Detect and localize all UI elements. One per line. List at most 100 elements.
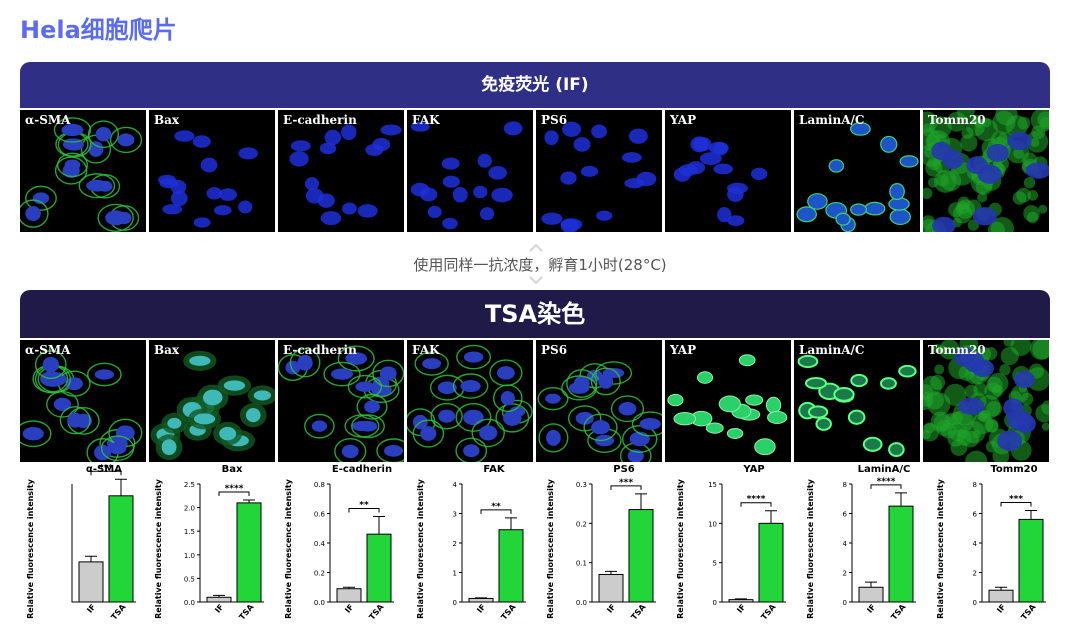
y-tick-label: 1 [453,570,457,578]
if-image-row: α-SMA Bax E-cadherin FAK PS6 YAP LaminA/C Tomm2… [20,110,1050,232]
bar-if [468,597,494,603]
if_section-tile: Bax [149,110,275,232]
x-tick-label: IF [343,603,355,615]
y-tick-label: 4 [453,481,458,489]
bar-tsa [628,509,654,603]
significance-label: ** [491,502,501,512]
tile-label: PS6 [541,113,568,127]
tile-label: YAP [670,343,697,357]
y-tick-label: 5 [713,560,717,568]
bar-chart: YAP Relative fluorescence intensity 0 5 10 15… [670,462,798,624]
x-tick-label: IF [865,603,877,615]
bar-tsa [888,505,914,603]
bar-if [336,588,362,603]
separator: 使用同样一抗浓度，孵育1小时(28°C) [0,240,1080,288]
chart-row: α-SMA Relative fluorescence intensity IF TS… [20,462,1060,624]
tsa_section-tile: α-SMA [20,340,146,462]
y-tick-label: 2 [843,570,847,578]
tile-label: YAP [670,113,697,127]
error-bar [243,499,255,503]
y-tick-label: 8 [973,481,977,489]
tsa_section-tile: Tomm20 [923,340,1049,462]
significance-bracket [610,485,642,490]
bar-tsa [236,502,262,603]
chart-title: Bax [222,464,243,475]
y-axis-label: Relative fluorescence intensity [546,478,555,619]
significance-bracket [870,484,902,489]
micrograph-image [537,361,662,462]
y-tick-label: 2 [453,540,457,548]
y-tick-label: 1.0 [184,552,195,560]
x-tick-label: TSA [499,602,518,622]
significance-bracket [348,507,380,513]
y-tick-label: 0 [713,599,717,607]
y-tick-label: 2.5 [184,481,195,489]
micrograph-image [797,354,917,458]
significance-label: *** [1009,495,1023,505]
significance-label: ** [359,500,369,510]
x-tick-label: TSA [109,602,128,622]
error-bar [735,598,747,600]
y-tick-label: 8 [843,481,847,489]
bar-if [858,586,884,603]
x-tick-label: IF [605,603,617,615]
y-tick-label: 0.1 [576,560,587,568]
y-tick-label: 10 [708,520,717,528]
tile-label: Tomm20 [928,343,986,357]
error-bar [895,492,907,507]
tile-label: PS6 [541,343,568,357]
y-tick-label: 2 [973,570,977,578]
x-tick-label: TSA [237,602,256,622]
bar-chart: Tomm20 Relative fluorescence intensity 0 2 4… [930,462,1058,624]
bar-tsa [108,495,134,603]
error-bar [475,597,487,599]
x-tick-label: IF [85,603,97,615]
tile-label: Bax [154,343,180,357]
micrograph-image [278,345,404,462]
y-axis-label: Relative fluorescence intensity [416,478,425,619]
chart-title: α-SMA [86,464,122,475]
x-tick-label: TSA [367,602,386,622]
y-tick-label: 0.0 [576,599,587,607]
tile-label: FAK [412,343,440,357]
y-axis-label: Relative fluorescence intensity [676,478,685,619]
bar-tsa [498,529,524,603]
y-axis-label: Relative fluorescence intensity [26,478,35,619]
tile-label: α-SMA [25,113,71,127]
y-axis-label: Relative fluorescence intensity [284,478,293,619]
bar-chart: LaminA/C Relative fluorescence intensity 0… [800,462,928,624]
bar-chart: α-SMA Relative fluorescence intensity IF TS… [20,462,148,624]
tile-label: α-SMA [25,343,71,357]
if_section-tile: FAK [407,110,533,232]
x-tick-label: TSA [759,602,778,622]
y-tick-label: 4 [843,540,848,548]
error-bar [865,581,877,588]
x-tick-label: TSA [629,602,648,622]
y-tick-label: 4 [973,540,978,548]
significance-bracket [740,502,772,507]
bar-if [598,573,624,603]
if_section-tile: Tomm20 [923,110,1049,232]
page-title: Hela细胞爬片 [20,16,177,44]
chart-title: E-cadherin [332,464,392,475]
if_section-tile: YAP [665,110,791,232]
x-tick-label: TSA [1019,602,1038,622]
y-tick-label: 0 [843,599,847,607]
bar-chart: Bax Relative fluorescence intensity 0.0 0.5… [148,462,276,624]
error-bar [605,570,617,575]
bar-chart: PS6 Relative fluorescence intensity 0.0 0.1… [540,462,668,624]
micrograph-image [410,121,523,230]
error-bar [213,594,225,598]
micrograph-image [541,121,657,232]
chart-title: Tomm20 [990,464,1037,475]
micrograph-image [923,340,1049,462]
y-tick-label: 6 [973,511,978,519]
if_section-tile: α-SMA [20,110,146,232]
tsa_section-tile: PS6 [536,340,662,462]
error-bar [343,586,355,589]
tsa_section-tile: E-cadherin [278,340,404,462]
micrograph-image [796,122,919,232]
tsa_section-tile: LaminA/C [794,340,920,462]
error-bar [995,586,1007,591]
y-tick-label: 6 [843,511,848,519]
